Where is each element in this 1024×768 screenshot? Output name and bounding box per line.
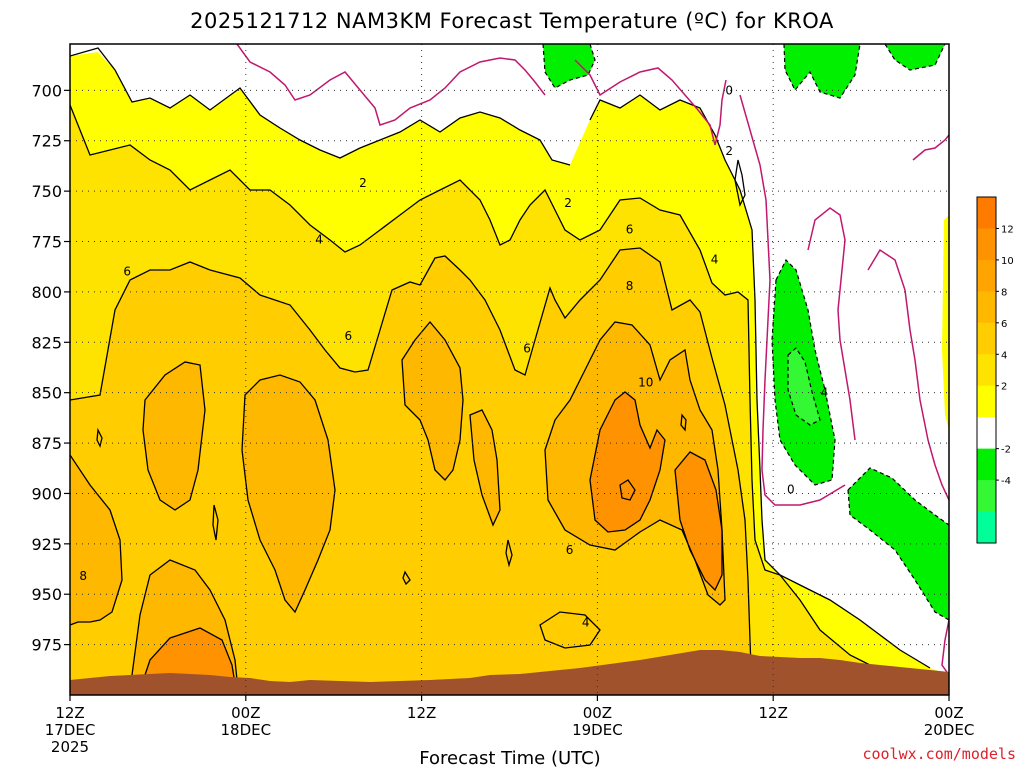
colorbar-label: 4 (1001, 350, 1007, 361)
colorbar-label: -2 (1001, 445, 1011, 456)
contour-label: 6 (523, 341, 531, 355)
y-tick-label: 775 (31, 233, 62, 252)
y-tick-label: 900 (31, 484, 62, 503)
y-tick-label: 725 (31, 132, 62, 151)
colorbar-swatch (977, 511, 996, 544)
colorbar-frame (976, 196, 997, 544)
y-tick-label: 800 (31, 283, 62, 302)
x-tick-label: 12Z (407, 704, 436, 722)
colorbar-label: 12 (1001, 224, 1014, 235)
x-tick-label: 00Z (934, 704, 963, 722)
fill-8-10 (470, 410, 500, 525)
contour-label: 4 (582, 615, 590, 629)
x-tick-label: 12Z (55, 704, 84, 722)
x-tick-label: 19DEC (572, 721, 623, 739)
y-tick-label: 825 (31, 333, 62, 352)
fill-neg2-neg4 (885, 44, 945, 70)
contour-label: 4 (315, 233, 323, 247)
y-tick-label: 750 (31, 182, 62, 201)
credit-text: coolwx.com/models (862, 745, 1016, 763)
contour-label: 10 (638, 376, 653, 390)
fill-2-4-right (942, 215, 949, 430)
y-tick-label: 925 (31, 535, 62, 554)
y-tick-label: 875 (31, 434, 62, 453)
y-tick-label: 950 (31, 585, 62, 604)
colorbar-label: 6 (1001, 319, 1007, 330)
plot-frame (69, 43, 950, 696)
contour-label: 4 (821, 386, 829, 400)
x-axis-title: Forecast Time (UTC) (419, 748, 600, 768)
contour-label: 8 (626, 279, 634, 293)
contour-lines (70, 47, 931, 695)
colorbar-swatch (977, 448, 996, 481)
fill-10-12 (590, 392, 665, 532)
colorbar-label: -4 (1001, 476, 1011, 487)
colorbar-swatch (977, 197, 996, 229)
fill-8-10 (70, 455, 122, 625)
y-tick-label: 850 (31, 384, 62, 403)
contour-label: 6 (566, 543, 574, 557)
contour-label: 2 (725, 144, 733, 158)
y-tick-label: 975 (31, 636, 62, 655)
x-tick-label: 2025 (51, 738, 89, 756)
fill-8-10 (402, 322, 463, 480)
terrain (70, 650, 949, 695)
colorbar-swatch (977, 291, 996, 324)
x-tick-label: 12Z (759, 704, 788, 722)
colorbar-swatch (977, 417, 996, 450)
contour-label: 4 (711, 253, 719, 267)
x-tick-label: 20DEC (924, 721, 975, 739)
contour-label: 0 (787, 482, 795, 496)
fill-8-10 (143, 362, 205, 510)
chart-title: 2025121712 NAM3KM Forecast Temperature (… (190, 9, 834, 33)
fill-neg2-neg4 (543, 44, 595, 88)
contour-label: 8 (79, 569, 87, 583)
contour-label: 6 (123, 265, 131, 279)
fill-neg2-neg4 (784, 44, 860, 98)
x-tick-label: 00Z (583, 704, 612, 722)
fill-8-10 (242, 375, 335, 612)
colorbar-swatch (977, 480, 996, 513)
colorbar-swatch (977, 322, 996, 355)
x-tick-label: 00Z (231, 704, 260, 722)
fill-neg4 (788, 348, 820, 425)
fill-6-8 (70, 248, 752, 695)
colorbar-label: 10 (1001, 256, 1014, 267)
colorbar-swatch (977, 259, 996, 292)
grid-lines (70, 44, 949, 695)
colorbar: 12 10 8 6 4 2 -2 -4 (976, 196, 1014, 544)
contour-label: 0 (725, 83, 733, 97)
filled-contours (70, 44, 949, 695)
contour-label: 2 (359, 176, 367, 190)
x-tick-label: 18DEC (221, 721, 272, 739)
colorbar-swatch (977, 354, 996, 387)
negative-contour-lines (542, 44, 949, 621)
y-axis: 700 725 750 775 800 825 850 875 900 925 950 975 (31, 81, 70, 655)
fill-10-12 (675, 452, 722, 590)
freezing-lines (236, 44, 949, 676)
contour-label: 6 (345, 329, 353, 343)
colorbar-label: 2 (1001, 382, 1007, 393)
y-tick-label: 700 (31, 81, 62, 100)
colorbar-swatch (977, 228, 996, 261)
contour-label: 2 (564, 196, 572, 210)
colorbar-label: 8 (1001, 287, 1007, 298)
contour-label: 6 (626, 222, 634, 236)
contour-labels: 0 2 2 2 4 4 6 6 8 6 6 10 4 0 6 8 4 (79, 83, 828, 629)
x-tick-label: 17DEC (45, 721, 96, 739)
colorbar-swatch (977, 385, 996, 418)
